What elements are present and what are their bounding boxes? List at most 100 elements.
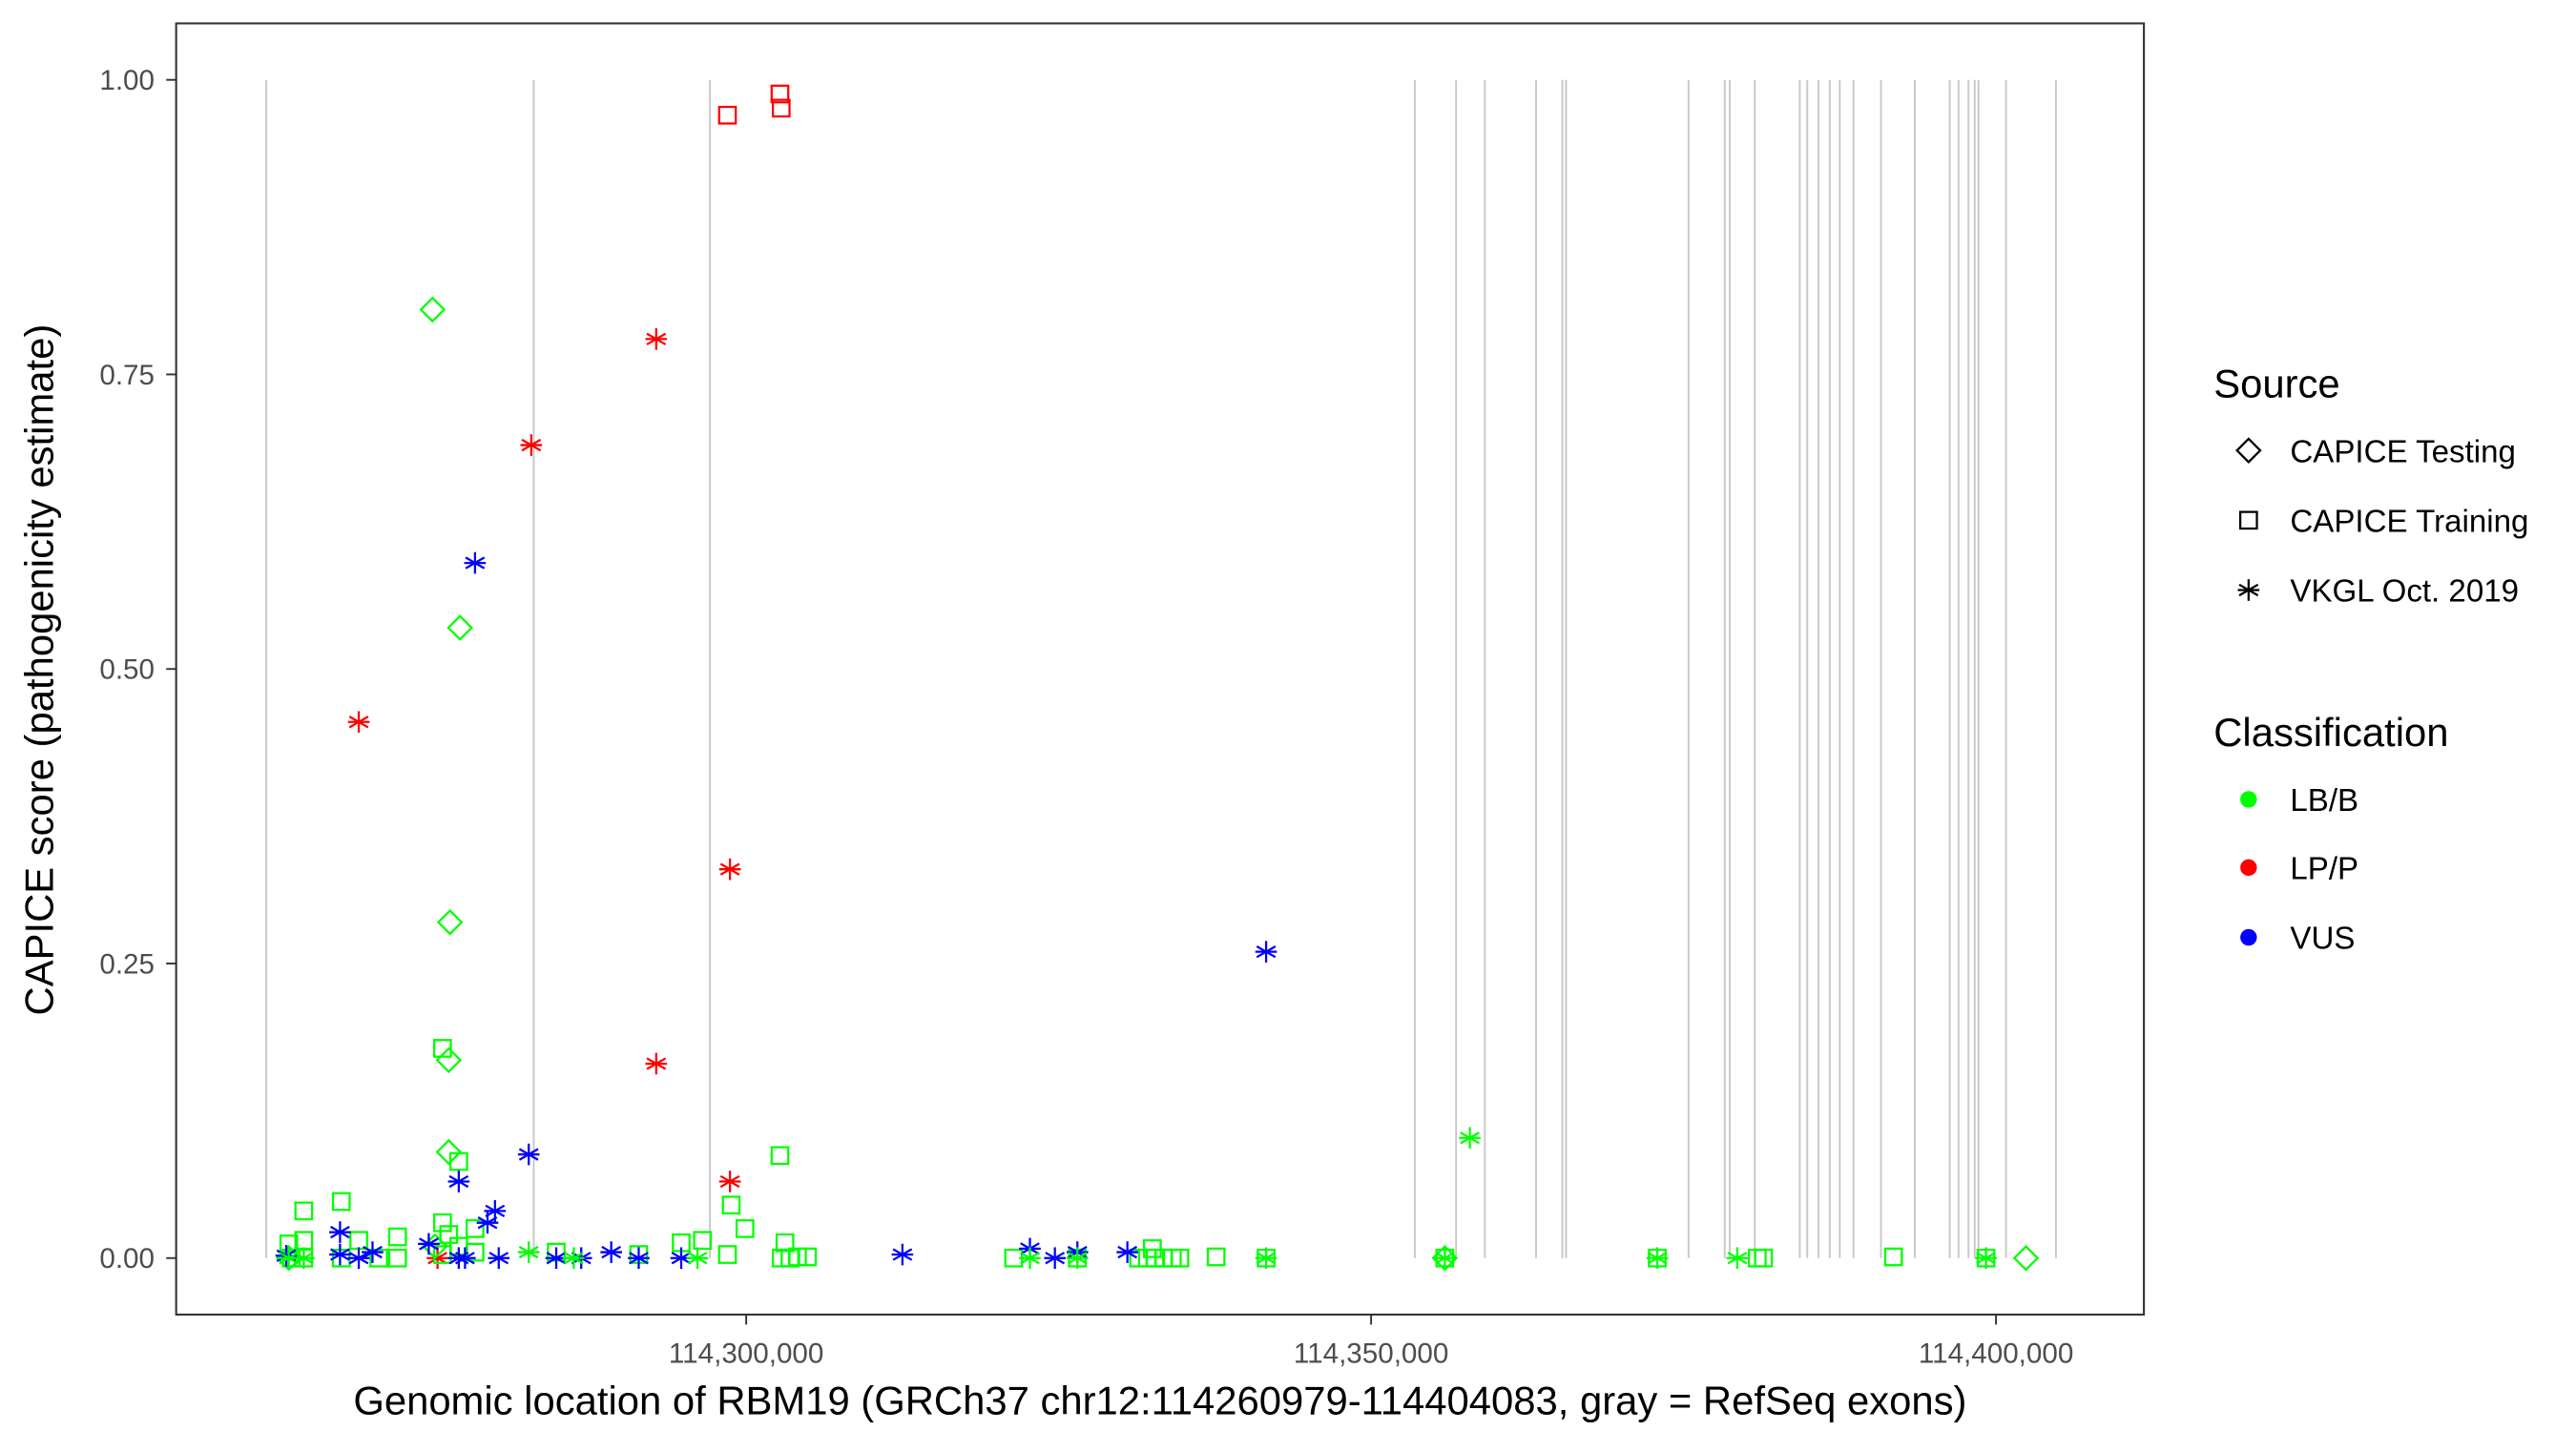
data-point — [770, 84, 790, 104]
data-point — [717, 105, 737, 125]
data-point — [718, 858, 741, 881]
data-point — [426, 1247, 448, 1270]
x-tick-label: 114,350,000 — [1294, 1338, 1448, 1369]
data-point — [293, 1247, 315, 1270]
legend-dot-icon — [2240, 859, 2257, 877]
data-point — [693, 1231, 713, 1251]
legend-dot-icon — [2240, 791, 2257, 808]
data-point — [447, 1247, 470, 1270]
data-point — [464, 551, 487, 574]
data-point — [771, 98, 791, 118]
x-axis-title: Genomic location of RBM19 (GRCh37 chr12:… — [353, 1378, 1966, 1422]
data-point — [1726, 1247, 1749, 1270]
legend-source-label: CAPICE Testing — [2290, 434, 2516, 469]
data-point — [432, 1213, 452, 1233]
data-point — [1170, 1248, 1190, 1268]
data-point — [1434, 1247, 1456, 1270]
data-point — [517, 1241, 540, 1263]
data-point — [488, 1247, 510, 1270]
data-point — [1019, 1247, 1041, 1270]
legend-diamond-icon — [2235, 437, 2262, 464]
data-point — [1044, 1247, 1067, 1270]
data-point — [436, 908, 464, 936]
y-tick-label: 0.75 — [99, 360, 155, 391]
data-point — [329, 1243, 351, 1266]
data-point — [349, 1231, 368, 1251]
data-point — [721, 1195, 741, 1215]
data-point — [686, 1247, 709, 1270]
data-point — [1754, 1248, 1774, 1268]
legend-class-label: LP/P — [2290, 852, 2358, 887]
data-point — [294, 1201, 314, 1221]
data-point — [435, 1047, 463, 1074]
data-point — [432, 1039, 452, 1058]
data-point — [347, 711, 370, 734]
y-tick-label: 0.25 — [99, 948, 155, 980]
data-point — [387, 1227, 407, 1247]
data-point — [1143, 1239, 1162, 1258]
data-point — [466, 1219, 485, 1238]
data-point — [798, 1247, 818, 1267]
data-point — [645, 328, 668, 350]
data-point — [1646, 1247, 1669, 1270]
data-point — [1116, 1241, 1138, 1263]
data-point — [545, 1247, 568, 1270]
data-point — [347, 1247, 370, 1270]
x-tick-label: 114,400,000 — [1919, 1338, 2073, 1369]
data-point — [718, 1171, 741, 1192]
data-point — [628, 1247, 650, 1270]
data-point — [563, 1247, 585, 1270]
data-point — [331, 1192, 351, 1212]
data-point — [1459, 1127, 1481, 1150]
data-point — [717, 1245, 737, 1264]
data-point — [517, 1143, 540, 1166]
data-point — [1206, 1247, 1226, 1267]
legend-square-icon — [2238, 510, 2258, 530]
data-point — [1255, 941, 1278, 963]
legend-source-title: Source — [2213, 361, 2339, 405]
y-tick-label: 0.00 — [99, 1243, 155, 1275]
legend-class-label: VUS — [2290, 922, 2355, 957]
y-axis: 0.00 0.25 0.50 0.75 1.00 — [99, 65, 177, 1275]
y-tick-label: 1.00 — [99, 65, 155, 96]
data-point — [770, 1146, 790, 1166]
data-point — [466, 1242, 485, 1262]
data-point — [2012, 1244, 2040, 1272]
x-tick-label: 114,300,000 — [669, 1338, 823, 1369]
exon-lines — [265, 79, 2057, 1258]
legend-source-label: CAPICE Training — [2290, 505, 2528, 540]
data-point — [1066, 1247, 1089, 1270]
data-point — [1255, 1247, 1278, 1270]
y-axis-title: CAPICE score (pathogenicity estimate) — [17, 324, 62, 1016]
data-points — [275, 84, 2040, 1272]
data-point — [418, 1233, 440, 1255]
data-point — [362, 1241, 384, 1263]
data-point — [600, 1241, 622, 1263]
y-tick-label: 0.50 — [99, 654, 155, 686]
legend-dot-icon — [2240, 928, 2257, 946]
data-point — [771, 1248, 791, 1268]
legend-asterisk-icon — [2237, 579, 2260, 601]
data-point — [447, 614, 473, 641]
data-point — [439, 1225, 459, 1244]
legend: Source Classification CAPICE Testing CAPI… — [2213, 361, 2528, 956]
legend-class-label: LB/B — [2290, 783, 2358, 819]
data-point — [447, 1171, 470, 1192]
data-point — [435, 1138, 463, 1166]
data-point — [1975, 1247, 1997, 1270]
data-point — [891, 1243, 914, 1266]
legend-classification-title: Classification — [2213, 710, 2448, 755]
data-point — [1748, 1248, 1767, 1268]
legend-source-label: VKGL Oct. 2019 — [2290, 574, 2519, 610]
data-point — [387, 1248, 407, 1268]
x-axis: 114,300,000 114,350,000 114,400,000 — [669, 1314, 2073, 1369]
plot-panel-border — [175, 22, 2146, 1317]
data-point — [329, 1221, 351, 1243]
data-point — [645, 1052, 668, 1075]
data-point — [520, 434, 543, 456]
data-point — [419, 296, 447, 323]
data-point — [775, 1233, 795, 1253]
data-point — [476, 1212, 499, 1234]
data-point — [1883, 1247, 1903, 1267]
